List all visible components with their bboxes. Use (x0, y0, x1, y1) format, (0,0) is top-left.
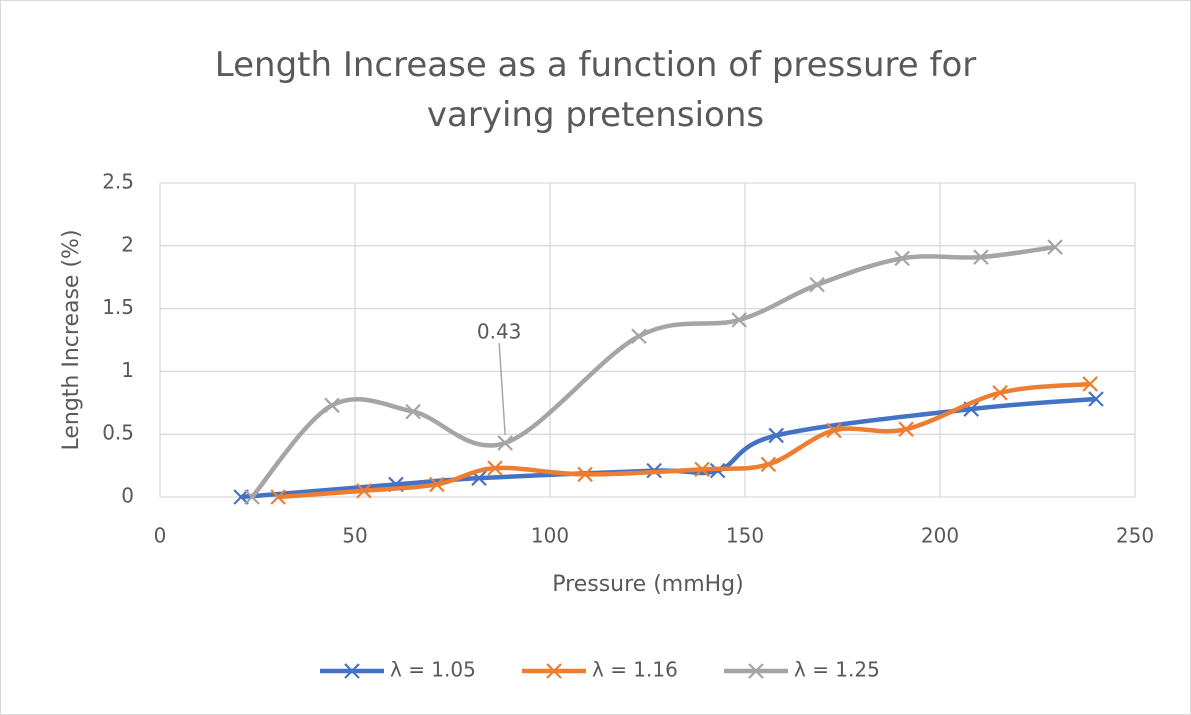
y-tick-label: 2 (121, 232, 134, 256)
marker (992, 384, 1008, 401)
marker (233, 489, 249, 505)
marker (497, 435, 513, 451)
marker (244, 489, 260, 505)
marker (898, 421, 914, 437)
x-tick-label: 250 (1116, 524, 1154, 548)
y-tick-label: 1.5 (102, 295, 134, 319)
y-tick-label: 0.5 (102, 421, 134, 445)
marker (694, 461, 710, 478)
x-axis-label: Pressure (mmHg) (552, 572, 743, 597)
marker (894, 250, 910, 267)
marker (760, 456, 777, 473)
marker (973, 249, 989, 265)
marker (826, 422, 842, 439)
marker (1088, 391, 1104, 407)
chart-title: Length Increase as a function of pressur… (214, 45, 977, 135)
x-tick-label: 0 (154, 524, 167, 548)
marker (577, 466, 593, 483)
x-tick-label: 100 (531, 524, 569, 548)
marker (809, 276, 825, 293)
legend-marker (546, 663, 562, 679)
x-tick-label: 150 (726, 524, 764, 548)
marker (405, 403, 421, 420)
y-tick-label: 2.5 (102, 170, 134, 194)
legend-label: λ = 1.16 (592, 658, 678, 682)
marker (487, 460, 503, 476)
y-axis-label: Length Increase (%) (59, 229, 84, 450)
marker (356, 482, 372, 499)
marker (270, 489, 286, 505)
data-label: 0.43 (477, 319, 522, 343)
marker (324, 397, 340, 414)
marker (1082, 376, 1098, 392)
label-leader (498, 342, 506, 436)
legend-label: λ = 1.05 (390, 658, 476, 682)
x-tick-label: 50 (342, 524, 367, 548)
marker (429, 476, 445, 493)
marker (768, 427, 784, 444)
marker (731, 312, 747, 328)
series-line (250, 244, 1056, 499)
x-tick-label: 200 (921, 524, 959, 548)
legend-label: λ = 1.25 (794, 658, 880, 682)
marker (631, 328, 647, 345)
legend-marker (344, 663, 360, 679)
marker (1047, 239, 1063, 255)
legend-marker (748, 663, 764, 679)
y-tick-label: 0 (121, 484, 134, 508)
y-tick-label: 1 (121, 358, 134, 382)
